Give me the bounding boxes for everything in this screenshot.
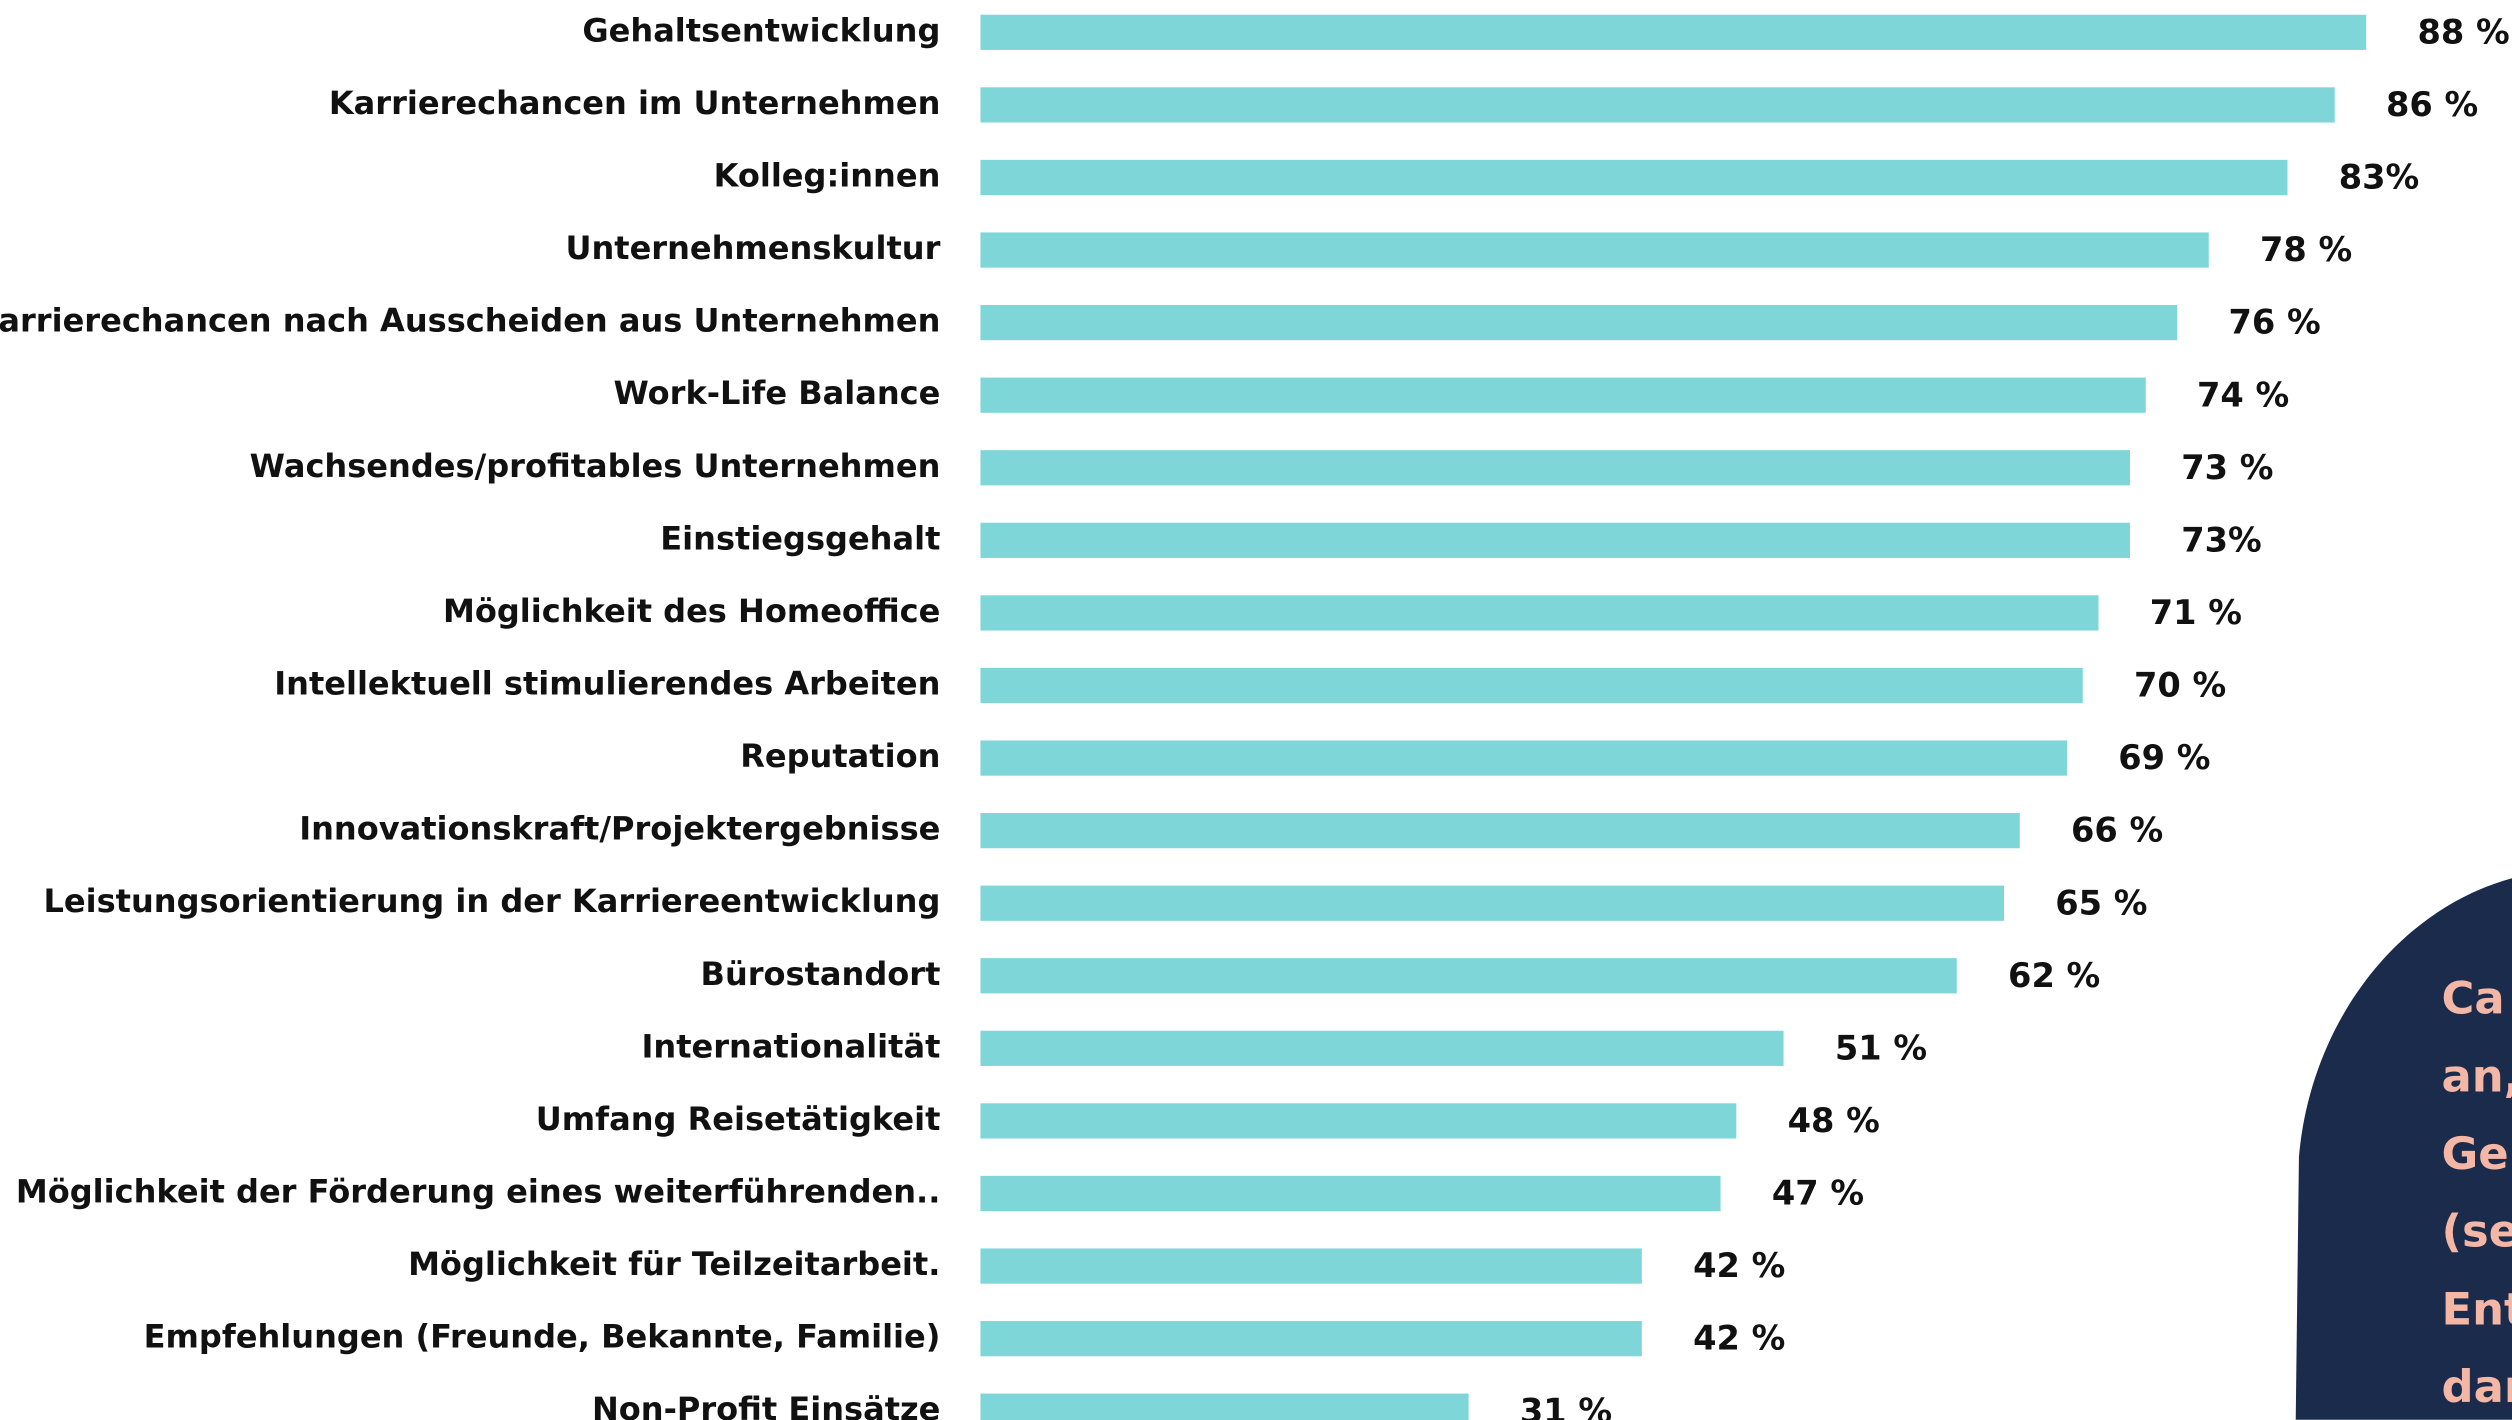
callout-text: (se <box>2442 1205 2512 1258</box>
value-label: 74 % <box>2197 375 2289 414</box>
bar <box>980 87 2335 123</box>
bar <box>980 740 2068 776</box>
category-label: Einstiegsgehalt <box>660 519 940 557</box>
category-label: Umfang Reisetätigkeit <box>536 1100 941 1138</box>
value-label: 78 % <box>2260 230 2352 269</box>
category-label: Unternehmenskultur <box>565 229 940 267</box>
bar <box>980 813 2020 849</box>
bar <box>980 595 2099 631</box>
bar <box>980 522 2131 558</box>
value-label: 69 % <box>2118 738 2210 777</box>
category-label: Reputation <box>740 737 940 775</box>
bar <box>980 232 2209 268</box>
category-label: Karrierechancen nach Ausscheiden aus Unt… <box>0 302 940 340</box>
value-label: 73 % <box>2181 448 2273 487</box>
category-label: Innovationskraft/Projektergebnisse <box>299 810 940 848</box>
value-label: 62 % <box>2008 956 2100 995</box>
category-label: Karrierechancen im Unternehmen <box>329 84 941 122</box>
value-label: 86 % <box>2386 85 2478 124</box>
category-label: Internationalität <box>642 1027 941 1065</box>
callout-text: Ent <box>2442 1282 2512 1335</box>
callout-text: an, <box>2442 1049 2512 1102</box>
category-label: Non-Profit Einsätze <box>592 1390 940 1420</box>
category-label: Kolleg:innen <box>714 156 941 194</box>
category-label: Gehaltsentwicklung <box>582 11 940 49</box>
category-label: Leistungsorientierung in der Karriereent… <box>43 882 940 920</box>
bar <box>980 1321 1642 1357</box>
bar <box>980 1248 1642 1284</box>
value-label: 71 % <box>2150 593 2242 632</box>
value-label: 48 % <box>1788 1101 1880 1140</box>
bar <box>980 1175 1721 1212</box>
bar <box>980 159 2288 196</box>
category-label: Intellektuell stimulierendes Arbeiten <box>274 664 940 702</box>
callout-text: Ca <box>2442 972 2505 1025</box>
category-label: Bürostandort <box>701 955 941 993</box>
category-label: Work-Life Balance <box>613 374 940 412</box>
category-label: Wachsendes/profitables Unternehmen <box>250 447 941 485</box>
value-label: 66 % <box>2071 811 2163 850</box>
bar <box>980 1030 1784 1066</box>
category-label: Möglichkeit des Homeoffice <box>443 592 940 630</box>
callout-text: Ge <box>2442 1127 2509 1180</box>
bar <box>980 377 2146 413</box>
value-label: 70 % <box>2134 666 2226 705</box>
bar <box>980 958 1957 994</box>
bar <box>980 667 2083 704</box>
category-label: Empfehlungen (Freunde, Bekannte, Familie… <box>144 1318 941 1356</box>
bar <box>980 1103 1737 1139</box>
value-label: 65 % <box>2055 883 2147 922</box>
value-label: 42 % <box>1693 1246 1785 1285</box>
category-label: Möglichkeit der Förderung eines weiterfü… <box>16 1172 941 1210</box>
value-label: 73% <box>2181 520 2261 559</box>
bar <box>980 450 2131 486</box>
bar <box>980 305 2178 341</box>
value-label: 42 % <box>1693 1319 1785 1358</box>
bar <box>980 885 2005 921</box>
value-label: 31 % <box>1520 1391 1612 1420</box>
value-label: 83% <box>2339 158 2419 197</box>
value-label: 47 % <box>1772 1174 1864 1213</box>
callout-panel <box>2295 878 2512 1420</box>
category-label: Möglichkeit für Teilzeitarbeit. <box>408 1245 940 1283</box>
bar <box>980 14 2367 50</box>
value-label: 88 % <box>2417 12 2509 51</box>
value-label: 76 % <box>2229 303 2321 342</box>
bar <box>980 1393 1469 1420</box>
callout-text: dar <box>2442 1360 2512 1413</box>
value-label: 51 % <box>1835 1028 1927 1067</box>
